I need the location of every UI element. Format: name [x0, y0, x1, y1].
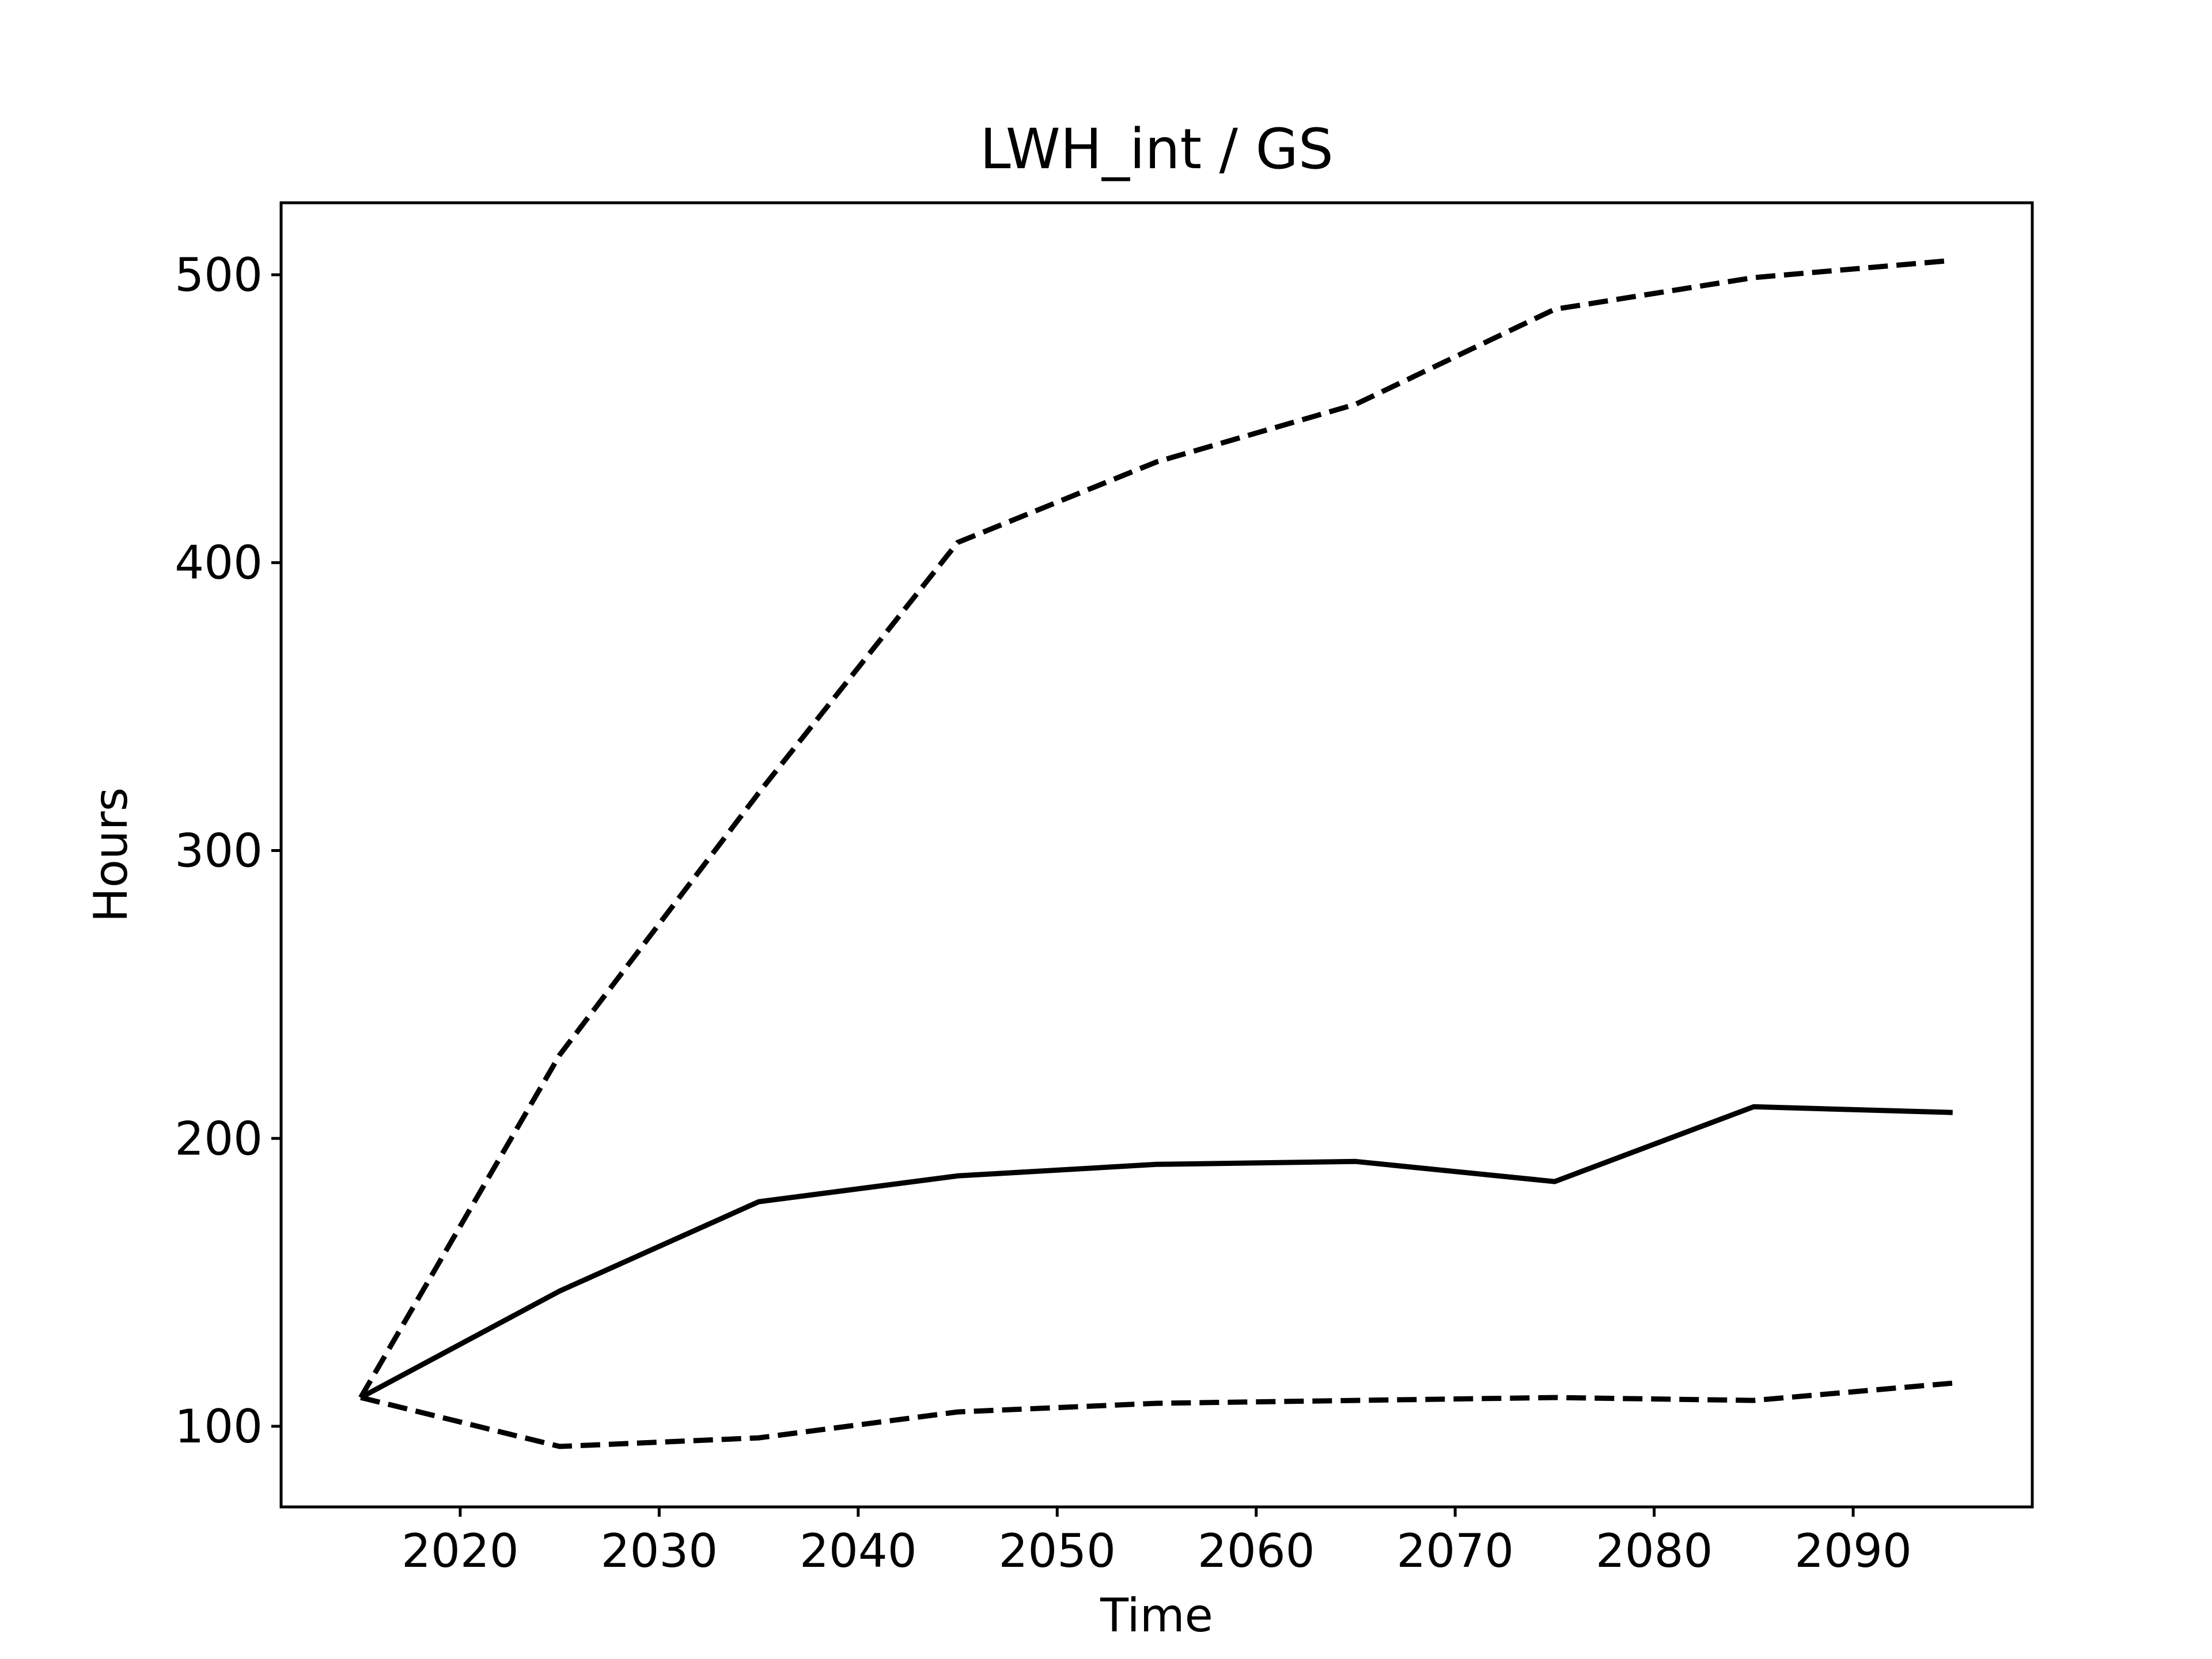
series-line-3: [360, 1380, 1953, 1449]
x-tick-label: 2080: [1596, 1524, 1713, 1578]
x-tick-label: 2070: [1396, 1524, 1514, 1578]
chart-title: LWH_int / GS: [980, 117, 1334, 181]
y-tick-label: 300: [175, 824, 263, 878]
x-tick-label: 2040: [800, 1524, 917, 1578]
x-axis: 2020 2030 2040 2050 2060 2070 2080 2090: [402, 1507, 1912, 1578]
y-axis-label: Hours: [84, 787, 138, 922]
y-tick-label: 400: [175, 536, 263, 590]
x-tick-label: 2050: [998, 1524, 1116, 1578]
x-tick-label: 2030: [601, 1524, 718, 1578]
y-tick-label: 200: [175, 1112, 263, 1165]
x-axis-label: Time: [1100, 1589, 1213, 1642]
series-line-1: [359, 1104, 1953, 1400]
x-tick-label: 2090: [1794, 1524, 1912, 1578]
y-tick-label: 500: [175, 248, 263, 302]
y-tick-label: 100: [175, 1400, 263, 1453]
y-axis: 100 200 300 400 500: [175, 248, 281, 1453]
x-tick-label: 2060: [1198, 1524, 1315, 1578]
x-tick-label: 2020: [402, 1524, 519, 1578]
series-layer: [358, 257, 1953, 1449]
plot-frame: [279, 201, 2034, 1509]
series-line-2: [358, 257, 1953, 1399]
